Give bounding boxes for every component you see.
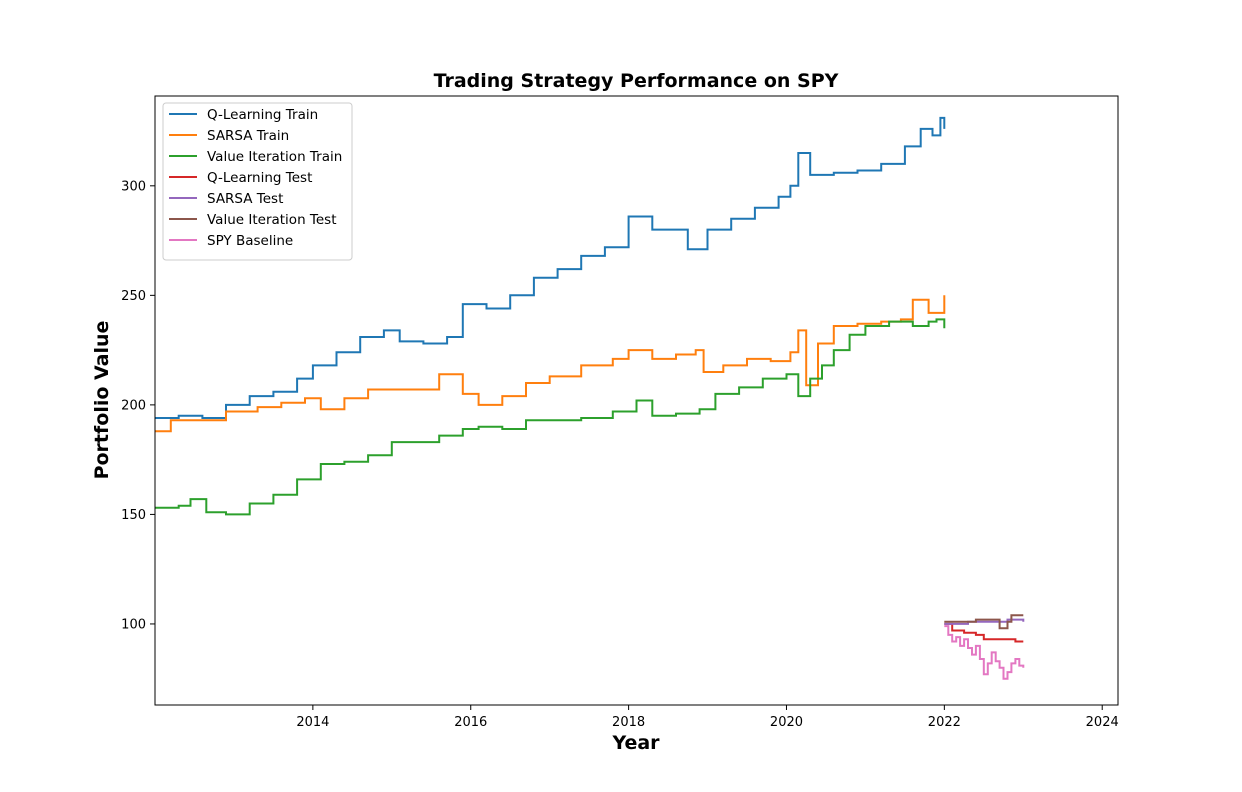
- series-line-0: [155, 116, 946, 419]
- legend-label-4: SARSA Test: [207, 191, 283, 207]
- chart-title: Trading Strategy Performance on SPY: [434, 70, 839, 92]
- legend-label-0: Q-Learning Train: [207, 107, 318, 123]
- series-layer: [155, 116, 1025, 680]
- y-tick-label: 300: [121, 179, 146, 194]
- x-axis-label: Year: [611, 732, 660, 754]
- legend-label-6: SPY Baseline: [207, 233, 293, 249]
- x-tick-label: 2016: [454, 715, 487, 730]
- series-line-5: [944, 614, 1024, 630]
- x-tick-label: 2024: [1086, 715, 1119, 730]
- series-line-1: [155, 295, 946, 433]
- series-line-3: [944, 622, 1024, 643]
- x-tick-label: 2014: [296, 715, 329, 730]
- plot-frame: [154, 95, 1119, 706]
- series-line-6: [944, 625, 1025, 680]
- legend: Q-Learning Train SARSA Train Value Iterati…: [162, 102, 353, 261]
- series-line-2: [155, 318, 946, 516]
- y-tick-label: 200: [121, 398, 146, 413]
- x-tick-label: 2022: [928, 715, 961, 730]
- y-axis: 100 150 200 250 300: [121, 179, 155, 632]
- y-tick-label: 100: [121, 617, 146, 632]
- x-tick-label: 2020: [770, 715, 803, 730]
- y-tick-label: 250: [121, 289, 146, 304]
- x-axis: 2014 2016 2018 2020 2022 2024: [296, 705, 1119, 730]
- legend-label-3: Q-Learning Test: [207, 170, 312, 186]
- y-axis-label: Portfolio Value: [91, 321, 113, 480]
- legend-label-2: Value Iteration Train: [207, 149, 342, 165]
- y-tick-label: 150: [121, 508, 146, 523]
- legend-box: [162, 102, 353, 261]
- legend-label-5: Value Iteration Test: [207, 212, 337, 228]
- legend-label-1: SARSA Train: [207, 128, 289, 144]
- x-tick-label: 2018: [612, 715, 645, 730]
